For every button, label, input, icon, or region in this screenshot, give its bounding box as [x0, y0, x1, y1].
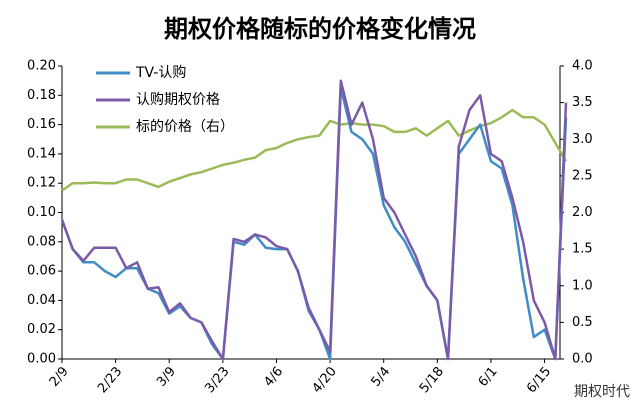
x-tick-label: 6/1	[476, 364, 501, 390]
y-tick-label: 0.12	[27, 176, 56, 191]
y2-tick-label: 3.0	[572, 132, 593, 147]
chart-title: 期权价格随标的价格变化情况	[164, 15, 476, 43]
x-tick-label: 2/23	[95, 364, 125, 396]
x-tick-label: 3/23	[202, 364, 232, 396]
x-tick-label: 5/18	[417, 364, 447, 396]
series-line	[61, 108, 568, 192]
y2-tick-label: 1.5	[572, 242, 593, 257]
y-tick-label: 0.10	[27, 205, 56, 220]
x-tick-label: 3/9	[154, 364, 179, 390]
y-tick-label: 0.04	[27, 293, 56, 308]
x-tick-label: 4/20	[310, 364, 340, 396]
y2-tick-label: 0.0	[572, 352, 593, 367]
y2-tick-label: 1.0	[572, 278, 593, 293]
legend-label: TV-认购	[135, 65, 186, 81]
y2-tick-label: 2.0	[572, 205, 593, 220]
y-tick-label: 0.06	[27, 264, 56, 279]
y-tick-label: 0.16	[27, 117, 56, 132]
legend-label: 认购期权价格	[136, 92, 220, 108]
legend-label: 标的价格（右）	[136, 119, 234, 135]
y-tick-label: 0.20	[27, 59, 56, 74]
x-tick-label: 6/15	[524, 364, 554, 396]
x-tick-label: 5/4	[369, 364, 394, 390]
y2-tick-label: 3.5	[572, 95, 593, 110]
y-tick-label: 0.14	[27, 146, 56, 161]
y-tick-label: 0.08	[27, 234, 56, 249]
y2-tick-label: 4.0	[572, 59, 593, 74]
watermark: 期权时代	[574, 384, 630, 400]
x-tick-label: 4/6	[261, 364, 286, 390]
series-line	[60, 79, 568, 361]
y2-tick-label: 0.5	[572, 315, 593, 330]
x-tick-label: 2/9	[47, 364, 72, 390]
y-tick-label: 0.18	[27, 88, 56, 103]
y-tick-label: 0.00	[27, 352, 56, 367]
y2-tick-label: 2.5	[572, 168, 593, 183]
y-tick-label: 0.02	[27, 322, 56, 337]
